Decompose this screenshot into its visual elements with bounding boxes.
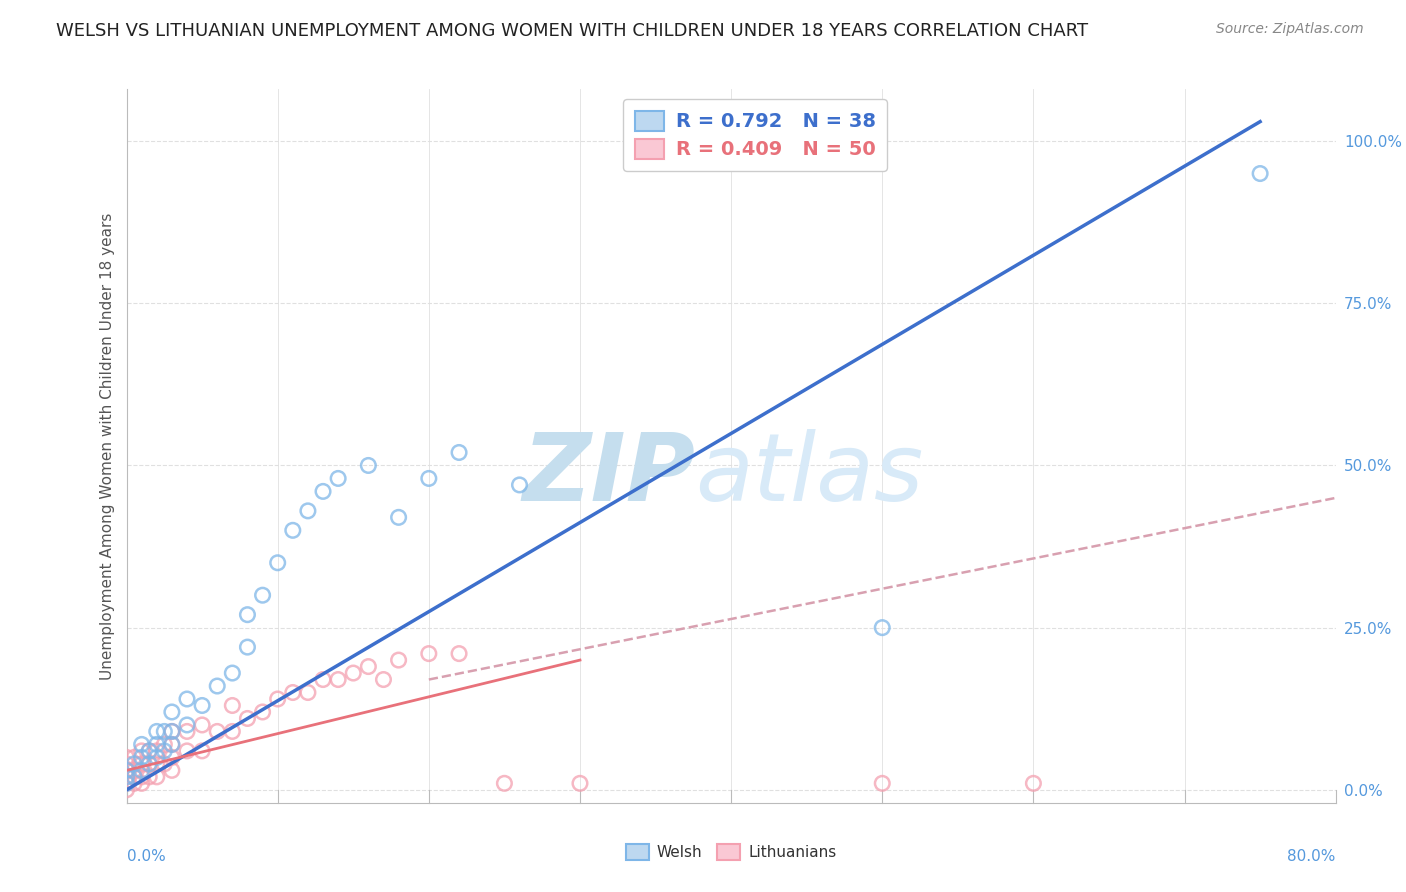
Point (146, 756, 169, 771)
Point (115, 782, 138, 797)
Point (160, 738, 183, 752)
Point (122, 756, 145, 771)
Point (146, 724, 169, 739)
Text: ZIP: ZIP (522, 428, 695, 521)
Point (160, 750, 183, 764)
Point (146, 744, 169, 758)
Point (509, 478, 531, 492)
Point (122, 750, 145, 764)
Point (236, 607, 259, 622)
Point (146, 750, 169, 764)
Point (115, 770, 138, 784)
Point (176, 718, 198, 732)
Point (373, 673, 395, 687)
Text: 80.0%: 80.0% (1288, 849, 1336, 864)
Point (115, 756, 138, 771)
Point (153, 756, 176, 771)
Point (160, 705, 183, 719)
Point (138, 770, 160, 784)
Point (281, 685, 304, 699)
Point (131, 756, 153, 771)
Point (191, 718, 214, 732)
Point (115, 776, 138, 790)
Point (267, 556, 290, 570)
Point (281, 524, 304, 538)
Point (138, 744, 160, 758)
Point (153, 738, 176, 752)
Point (146, 738, 169, 752)
Point (297, 685, 319, 699)
Point (153, 744, 176, 758)
Point (191, 744, 214, 758)
Point (115, 764, 138, 778)
Point (494, 776, 516, 790)
Point (418, 647, 440, 661)
Point (131, 744, 153, 758)
Point (418, 471, 440, 485)
Point (1022, 776, 1045, 790)
Point (236, 640, 259, 654)
Text: 0.0%: 0.0% (127, 849, 166, 864)
Point (388, 510, 411, 524)
Point (221, 698, 243, 713)
Point (312, 484, 335, 499)
Point (131, 738, 153, 752)
Point (191, 698, 214, 713)
Text: WELSH VS LITHUANIAN UNEMPLOYMENT AMONG WOMEN WITH CHILDREN UNDER 18 YEARS CORREL: WELSH VS LITHUANIAN UNEMPLOYMENT AMONG W… (56, 22, 1088, 40)
Legend: Welsh, Lithuanians: Welsh, Lithuanians (620, 838, 842, 866)
Point (1249, 167, 1271, 181)
Point (221, 666, 243, 681)
Point (326, 471, 350, 485)
Point (160, 738, 183, 752)
Point (568, 776, 592, 790)
Point (131, 776, 153, 790)
Point (447, 445, 470, 459)
Point (297, 504, 319, 518)
Point (176, 724, 198, 739)
Point (267, 692, 290, 706)
Point (176, 744, 198, 758)
Point (357, 659, 380, 673)
Point (131, 750, 153, 764)
Point (342, 666, 364, 681)
Point (205, 679, 228, 693)
Point (122, 770, 145, 784)
Point (176, 692, 198, 706)
Text: atlas: atlas (695, 429, 924, 520)
Point (252, 705, 274, 719)
Point (122, 776, 145, 790)
Point (122, 764, 145, 778)
Point (447, 647, 470, 661)
Text: Source: ZipAtlas.com: Source: ZipAtlas.com (1216, 22, 1364, 37)
Point (872, 776, 894, 790)
Point (872, 621, 894, 635)
Point (236, 711, 259, 725)
Point (131, 770, 153, 784)
Point (160, 724, 183, 739)
Point (138, 744, 160, 758)
Point (138, 756, 160, 771)
Point (388, 653, 411, 667)
Y-axis label: Unemployment Among Women with Children Under 18 years: Unemployment Among Women with Children U… (100, 212, 115, 680)
Point (221, 724, 243, 739)
Point (131, 764, 153, 778)
Point (122, 770, 145, 784)
Point (153, 724, 176, 739)
Point (115, 750, 138, 764)
Point (160, 724, 183, 739)
Point (115, 776, 138, 790)
Point (326, 673, 350, 687)
Point (357, 458, 380, 473)
Point (160, 764, 183, 778)
Point (146, 770, 169, 784)
Point (138, 756, 160, 771)
Point (312, 673, 335, 687)
Point (252, 588, 274, 602)
Point (115, 770, 138, 784)
Point (205, 724, 228, 739)
Point (115, 764, 138, 778)
